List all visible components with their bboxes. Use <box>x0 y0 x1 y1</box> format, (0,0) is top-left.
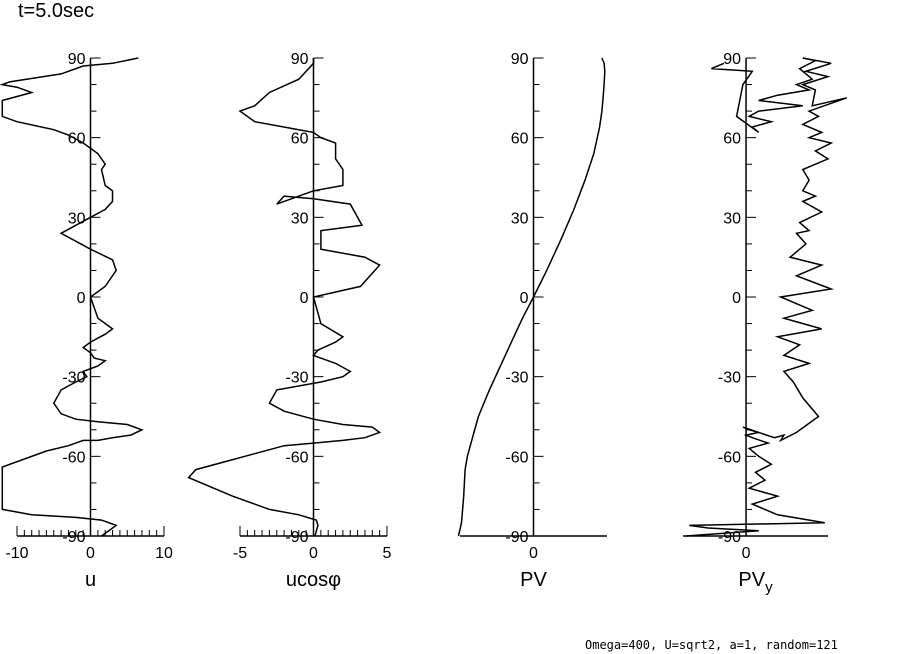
x-tick-label: 0 <box>86 545 95 562</box>
y-tick-label: 90 <box>511 51 529 68</box>
y-tick-label: -90 <box>285 529 308 546</box>
y-tick-label: 90 <box>723 51 741 68</box>
y-tick-label: 0 <box>520 290 529 307</box>
y-tick-label: 90 <box>291 51 309 68</box>
x-axis-label: PVy <box>738 569 773 596</box>
x-tick-label: 0 <box>309 545 318 562</box>
y-tick-label: 60 <box>291 131 309 148</box>
x-axis-label: u <box>85 569 96 591</box>
y-tick-label: 60 <box>723 131 741 148</box>
series-line-u <box>0 57 144 537</box>
x-axis-label: PV <box>520 569 547 591</box>
y-tick-label: -60 <box>718 449 741 466</box>
panel-PV: -90 -60 -30 0 30 60 90 0 PV <box>457 51 607 591</box>
x-tick-label: 0 <box>529 545 538 562</box>
y-tick-label: -60 <box>62 449 85 466</box>
y-tick-label: 0 <box>300 290 309 307</box>
chart-title: t=5.0sec <box>18 0 95 22</box>
series-line-PVy <box>686 57 848 537</box>
x-tick-label: -10 <box>5 545 28 562</box>
y-tick-label: -30 <box>505 370 528 387</box>
y-tick-label: 0 <box>732 290 741 307</box>
panel-ucosphi: -90 -60 -30 0 30 60 90 -5 0 5 ucosφ <box>187 51 392 591</box>
x-tick-label: 10 <box>155 545 173 562</box>
y-tick-label: 90 <box>68 51 86 68</box>
y-tick-label: 30 <box>291 210 309 227</box>
y-tick-label: -30 <box>285 370 308 387</box>
y-tick-label: -30 <box>62 370 85 387</box>
parameters-footnote: Omega=400, U=sqrt2, a=1, random=121 <box>585 638 838 652</box>
series-line-ucosphi <box>187 58 382 537</box>
x-tick-label: 5 <box>383 545 392 562</box>
series-line-PV <box>457 57 606 537</box>
y-tick-label: -30 <box>718 370 741 387</box>
x-tick-label: -5 <box>233 545 247 562</box>
y-tick-label: 0 <box>77 290 86 307</box>
y-tick-label: 30 <box>723 210 741 227</box>
x-axis-label: ucosφ <box>286 569 341 591</box>
x-tick-label: 0 <box>742 545 751 562</box>
y-tick-label: -60 <box>285 449 308 466</box>
y-tick-label: -90 <box>505 529 528 546</box>
y-tick-label: 30 <box>511 210 529 227</box>
y-tick-label: -60 <box>505 449 528 466</box>
y-tick-label: 60 <box>511 131 529 148</box>
y-tick-label: -90 <box>62 529 85 546</box>
